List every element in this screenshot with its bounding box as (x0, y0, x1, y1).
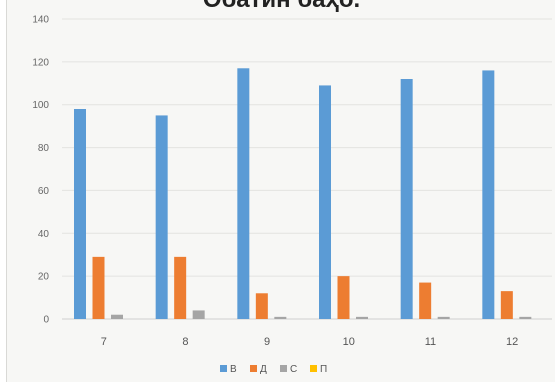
x-tick-label: 7 (101, 336, 107, 348)
y-tick-label: 120 (32, 57, 49, 68)
legend-label: В (230, 364, 237, 375)
chart-frame: Обатин баҳо. 0 20 40 60 80 100 120 140 7 8 9 10 11 12… (6, 0, 555, 382)
bar-9-Д (255, 293, 268, 319)
bar-11-С (437, 316, 450, 319)
y-tick-label: 100 (32, 100, 49, 111)
x-tick-label: 10 (343, 336, 355, 348)
y-tick-label: 0 (43, 315, 49, 326)
y-tick-label: 60 (38, 186, 50, 197)
bar-8-Д (174, 256, 187, 319)
legend-swatch (250, 365, 257, 372)
bar-7-В (74, 109, 86, 319)
legend-swatch (220, 365, 227, 372)
bar-11-Д (419, 282, 432, 319)
bar-7-С (111, 314, 123, 319)
legend-swatch (310, 365, 317, 372)
bar-10-В (319, 85, 331, 319)
bar-12-Д (500, 291, 513, 319)
y-tick-label: 40 (38, 229, 50, 240)
bar-9-С (274, 316, 287, 319)
bar-10-Д (337, 276, 350, 319)
y-tick-label: 80 (38, 143, 50, 154)
bar-9-В (237, 68, 250, 320)
bar-12-С (519, 316, 532, 319)
y-tick-label: 140 (32, 15, 49, 26)
chart-title: Обатин баҳо. (7, 0, 555, 14)
bar-11-В (400, 79, 413, 319)
legend-label: П (320, 364, 327, 375)
x-tick-label: 11 (425, 336, 436, 348)
x-tick-label: 8 (182, 336, 188, 348)
legend-swatch (280, 365, 287, 372)
legend-label: Д (260, 364, 267, 375)
bar-chart: 0 20 40 60 80 100 120 140 7 8 9 10 11 12 В Д С П (32, 15, 552, 375)
bar-7-Д (92, 256, 105, 319)
bar-10-С (356, 316, 368, 319)
y-tick-label: 20 (38, 272, 50, 283)
x-tick-label: 9 (264, 336, 270, 348)
bar-8-В (155, 115, 168, 319)
x-tick-label: 12 (506, 336, 518, 348)
bar-12-В (482, 70, 495, 319)
legend-label: С (290, 364, 297, 375)
bar-8-С (192, 310, 205, 319)
